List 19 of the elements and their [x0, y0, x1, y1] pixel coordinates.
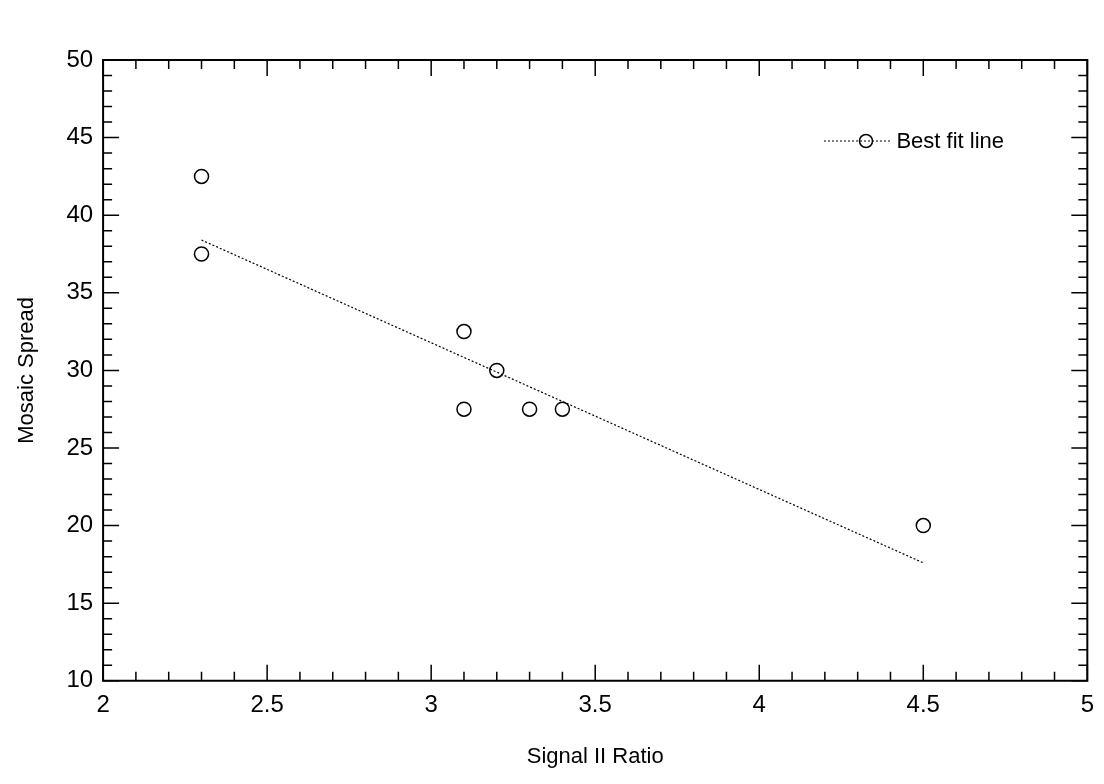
x-tick-label: 3 [424, 689, 438, 717]
y-tick-label: 50 [66, 44, 94, 72]
x-tick-label: 5 [1080, 689, 1095, 717]
x-tick-label: 2 [96, 689, 110, 717]
y-tick-label: 20 [66, 510, 94, 538]
x-tick-label: 4 [752, 689, 766, 717]
x-tick-label: 2.5 [250, 689, 284, 717]
legend-label: Best fit line [896, 128, 1004, 154]
y-tick-label: 30 [66, 355, 94, 383]
y-tick-label: 35 [66, 277, 94, 305]
x-tick-label: 4.5 [906, 689, 940, 717]
y-tick-label: 45 [66, 122, 94, 150]
y-tick-label: 10 [66, 665, 94, 693]
x-tick-label: 3.5 [578, 689, 612, 717]
y-tick-label: 40 [66, 199, 94, 227]
y-axis-title: Mosaic Spread [13, 297, 39, 444]
x-axis-title: Signal II Ratio [526, 742, 664, 768]
y-tick-label: 25 [66, 432, 94, 460]
y-tick-label: 15 [66, 587, 94, 615]
